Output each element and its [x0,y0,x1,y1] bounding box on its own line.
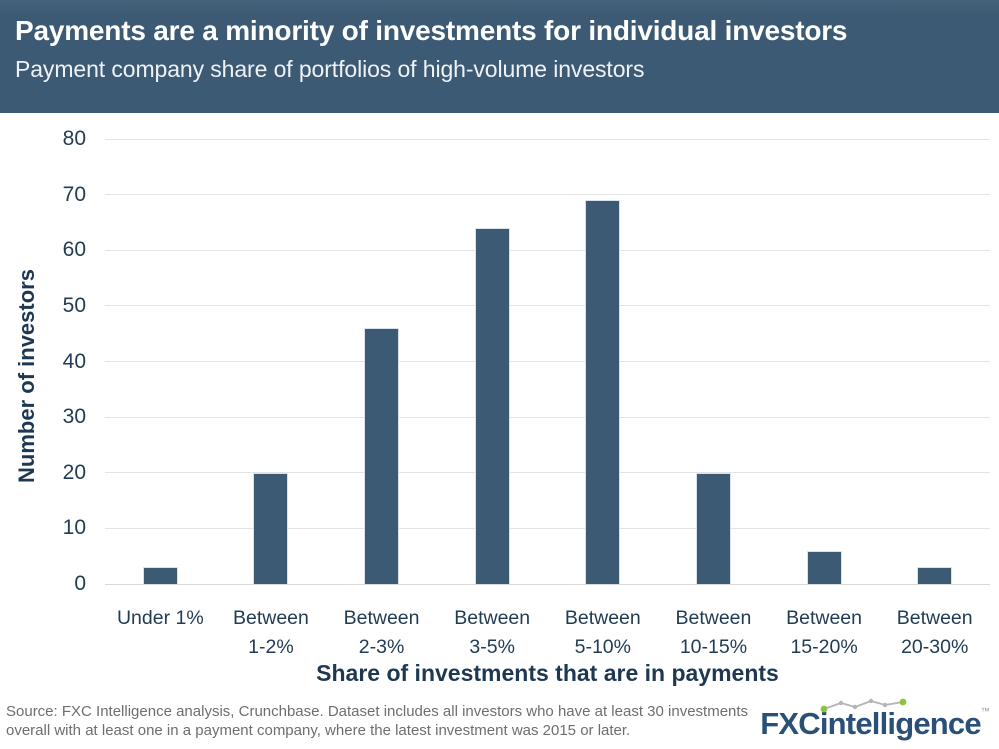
y-tick-label: 40 [62,349,86,373]
x-tick-label-line: Between [675,607,752,629]
y-tick-label: 80 [62,127,86,150]
y-tick-label: 20 [62,460,86,484]
x-tick-label-line: Between [896,607,973,629]
x-tick-label-line: 5-10% [574,636,631,658]
x-tick-label: Between 20-30% [875,604,995,662]
x-tick-label-line: Between [232,607,309,629]
y-tick-label: 30 [62,405,86,429]
source-line-2: overall with at least one in a payment c… [6,722,631,739]
bar-chart: Number of investors 0 10 20 30 40 50 60 70 80 Un… [0,113,999,697]
source-note: Source: FXC Intelligence analysis, Crunc… [6,702,748,741]
gridline [105,527,990,529]
x-tick-label-line: 20-30% [901,636,969,658]
logo-text-fxc: FXC [760,706,820,741]
gridline [105,583,990,585]
y-tick-label: 0 [74,572,86,595]
y-tick-label: 70 [62,182,86,206]
fxc-logo: FXCintelligence™ [760,698,990,742]
gridline [105,194,990,196]
x-tick-label-line: Between [343,607,420,629]
x-tick-label-line: 3-5% [469,636,515,658]
y-tick-label: 60 [62,238,86,262]
x-tick-label-line: Between [454,607,531,629]
chart-subtitle: Payment company share of portfolios of h… [15,56,645,82]
x-tick-label-line: Under 1% [116,607,204,629]
logo-trademark: ™ [980,706,990,716]
gridline [105,416,990,418]
x-tick-label: Between 3-5% [432,604,552,662]
bar [364,328,400,584]
x-tick-label-line: 10-15% [679,636,748,658]
bar [474,228,510,584]
x-tick-label: Between 1-2% [211,604,331,662]
bar [917,567,953,584]
x-tick-label: Between 2-3% [322,604,442,662]
x-tick-label-line: 15-20% [790,636,858,658]
x-axis-title: Share of investments that are in payment… [316,660,779,686]
source-line-1: Source: FXC Intelligence analysis, Crunc… [6,702,749,720]
x-tick-label-line: Between [786,607,862,629]
x-tick-label: Between 15-20% [764,604,884,662]
bar [585,200,621,584]
plot-area [105,138,990,585]
x-tick-label-line: 2-3% [358,636,405,658]
gridline [105,249,990,251]
y-tick-label: 50 [62,293,86,317]
logo-sparkline-icon [820,698,907,713]
x-tick-label-line: 1-2% [248,636,294,658]
x-tick-label: Under 1% [100,604,220,633]
y-tick-label: 10 [62,516,86,540]
x-tick-label: Between 5-10% [543,604,663,662]
bar [806,550,842,584]
chart-title: Payments are a minority of investments f… [15,15,848,46]
bar [142,567,178,584]
bar [253,472,289,584]
x-tick-label: Between 10-15% [653,604,773,662]
footer: Source: FXC Intelligence analysis, Crunc… [0,697,999,749]
gridline [105,305,990,307]
x-tick-label-line: Between [564,607,641,629]
bar [695,472,731,584]
header-banner: Payments are a minority of investments f… [0,0,999,113]
gridline [105,138,990,140]
gridline [105,361,990,362]
logo-text-intelligence: intelligence [819,706,982,741]
gridline [105,472,990,474]
